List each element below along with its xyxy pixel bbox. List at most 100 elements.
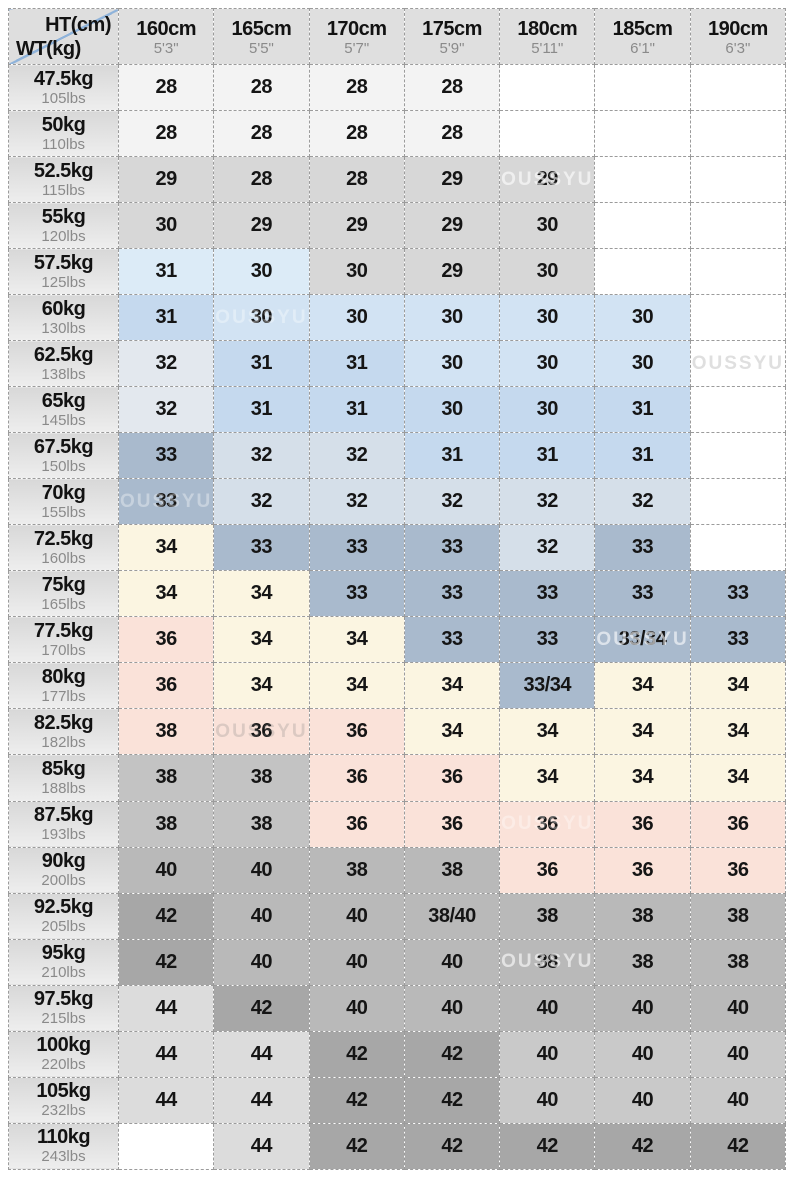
size-value: 32 xyxy=(536,490,559,513)
size-value: 33 xyxy=(536,582,559,605)
size-cell: 44 xyxy=(117,1030,215,1078)
height-ft-label: 5'5" xyxy=(248,39,274,57)
size-value: 31 xyxy=(155,260,178,283)
size-cell: 36 xyxy=(689,846,787,894)
size-cell: 30 xyxy=(403,340,501,388)
size-value: 40 xyxy=(727,1088,749,1111)
size-cell: 30 xyxy=(308,248,405,296)
size-cell: 32 xyxy=(499,478,596,526)
size-cell: 36 xyxy=(499,846,596,894)
table-row-110kg: 110kg 243lbs 44 42 42 42 42 42 xyxy=(8,1122,787,1171)
size-cell: 42 xyxy=(594,1122,691,1171)
size-cell: 29 xyxy=(403,156,501,204)
size-value: 29 xyxy=(155,168,178,191)
table-row-105kg: 105kg 232lbs 44 44 42 42 40 40 40 xyxy=(8,1076,787,1124)
size-cell: 42 xyxy=(499,1122,596,1171)
size-value: 42 xyxy=(346,1088,368,1111)
height-header-170cm: 170cm 5'7" xyxy=(308,8,405,65)
size-value: 32 xyxy=(346,444,368,467)
size-value: 29 xyxy=(441,214,463,237)
height-cm-label: 190cm xyxy=(707,17,768,40)
size-value: 30 xyxy=(536,260,559,283)
size-value: 33 xyxy=(441,628,463,651)
size-cell: 34 xyxy=(499,754,596,802)
size-cell: 42 xyxy=(308,1122,405,1171)
size-cell: 36 xyxy=(308,800,405,848)
size-value: 36 xyxy=(346,766,368,789)
size-cell: 32 xyxy=(117,386,215,434)
weight-kg-label: 105kg xyxy=(36,1080,91,1103)
size-value: 40 xyxy=(536,1088,559,1111)
weight-lbs-label: 182lbs xyxy=(41,733,86,751)
size-cell: 30 xyxy=(499,248,596,296)
size-value: 33 xyxy=(155,490,178,513)
size-value: 33 xyxy=(631,582,654,605)
size-cell: 44 xyxy=(213,1076,310,1124)
weight-lbs-label: 232lbs xyxy=(41,1102,86,1120)
weight-lbs-label: 215lbs xyxy=(41,1010,86,1028)
height-header-180cm: 180cm 5'11" xyxy=(499,8,596,65)
weight-kg-label: 65kg xyxy=(41,389,86,412)
weight-label-cell: 65kg 145lbs xyxy=(8,386,119,434)
size-value: 42 xyxy=(441,1042,463,1065)
size-value: 34 xyxy=(536,766,559,789)
size-cell xyxy=(689,202,787,250)
size-value: 33 xyxy=(155,444,178,467)
weight-kg-label: 55kg xyxy=(41,205,86,228)
weight-label-cell: 92.5kg 205lbs xyxy=(8,892,119,940)
size-cell: 40 xyxy=(308,938,405,986)
size-value: 44 xyxy=(155,1042,178,1065)
size-cell: 34 xyxy=(689,662,787,710)
height-ft-label: 5'9" xyxy=(439,39,465,57)
size-cell: 36 xyxy=(403,800,501,848)
size-cell: 28 xyxy=(117,110,215,158)
height-cm-label: 160cm xyxy=(136,17,197,40)
size-cell xyxy=(689,524,787,572)
size-value: 30 xyxy=(536,306,559,329)
weight-lbs-label: 155lbs xyxy=(41,503,86,521)
size-cell: 30 xyxy=(499,202,596,250)
weight-label-cell: 52.5kg 115lbs xyxy=(8,156,119,204)
table-row-82.5kg: 82.5kg 182lbs 38 36 OUSSYU 36 34 34 34 34 xyxy=(8,708,787,756)
size-cell: 30 xyxy=(499,294,596,342)
size-value: 44 xyxy=(250,1134,273,1157)
size-cell xyxy=(594,248,691,296)
size-cell: 31 xyxy=(117,248,215,296)
size-cell xyxy=(689,63,787,112)
size-cell: 32 xyxy=(308,478,405,526)
size-cell: 34 xyxy=(403,662,501,710)
size-value: 36 xyxy=(536,858,559,881)
weight-lbs-label: 205lbs xyxy=(41,918,86,936)
size-cell: 33 xyxy=(499,616,596,664)
weight-kg-label: 85kg xyxy=(41,757,86,780)
size-value: 40 xyxy=(441,950,463,973)
weight-kg-label: 72.5kg xyxy=(33,527,94,550)
size-cell: 31 xyxy=(117,294,215,342)
size-value: 42 xyxy=(441,1088,463,1111)
size-value: 38 xyxy=(155,720,178,743)
weight-kg-label: 82.5kg xyxy=(33,711,94,734)
size-value: 42 xyxy=(346,1042,368,1065)
weight-lbs-label: 193lbs xyxy=(41,826,86,844)
weight-lbs-label: 115lbs xyxy=(41,181,86,199)
weight-lbs-label: 210lbs xyxy=(41,964,86,982)
size-cell: 34 xyxy=(117,570,215,618)
size-cell: 33 xyxy=(308,570,405,618)
weight-label-cell: 62.5kg 138lbs xyxy=(8,340,119,388)
size-cell: 40 xyxy=(594,1030,691,1078)
size-cell: 31 xyxy=(213,386,310,434)
size-cell: 33 xyxy=(213,524,310,572)
size-cell: 32 xyxy=(308,432,405,480)
size-cell: 38/40 xyxy=(403,892,501,940)
size-cell: 38 xyxy=(213,754,310,802)
height-ft-label: 5'3" xyxy=(153,39,179,57)
size-value: 32 xyxy=(155,352,178,375)
size-value: 28 xyxy=(155,76,178,99)
corner-cell: HT(cm) WT(kg) xyxy=(8,8,119,65)
size-value: 28 xyxy=(346,168,368,191)
size-value: 44 xyxy=(155,1088,178,1111)
table-row-50kg: 50kg 110lbs 28 28 28 28 xyxy=(8,110,787,158)
size-value: 34 xyxy=(250,674,273,697)
height-header-165cm: 165cm 5'5" xyxy=(213,8,310,65)
size-value: 40 xyxy=(250,858,273,881)
